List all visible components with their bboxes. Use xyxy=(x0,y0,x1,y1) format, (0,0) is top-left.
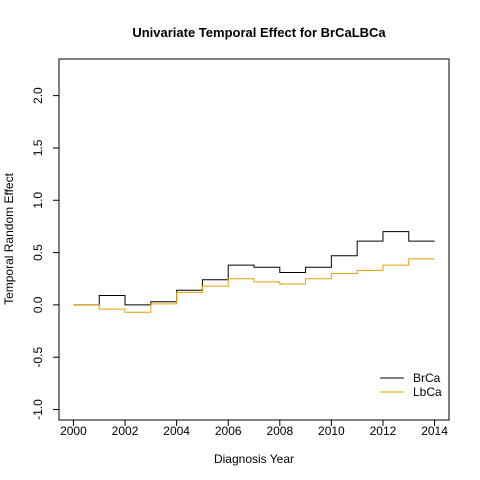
x-tick-label: 2012 xyxy=(370,424,397,438)
x-tick-label: 2006 xyxy=(215,424,242,438)
x-tick-label: 2008 xyxy=(266,424,293,438)
plot-frame xyxy=(58,58,450,421)
y-tick-label: -0.5 xyxy=(31,347,45,368)
y-tick-label: 0.5 xyxy=(31,244,45,261)
x-tick-label: 2010 xyxy=(318,424,345,438)
y-axis: -1.0 -0.5 0.0 0.5 1.0 1.5 2.0 xyxy=(31,87,60,420)
legend-label-brca: BrCa xyxy=(413,371,441,385)
y-tick-label: -1.0 xyxy=(31,399,45,420)
x-tick-label: 2004 xyxy=(163,424,190,438)
y-tick-label: 1.5 xyxy=(31,139,45,156)
y-tick-label: 2.0 xyxy=(31,87,45,104)
x-tick-label: 2000 xyxy=(60,424,87,438)
x-axis-label: Diagnosis Year xyxy=(214,452,294,466)
chart-title: Univariate Temporal Effect for BrCaLBCa xyxy=(132,25,386,40)
legend-label-lbca: LbCa xyxy=(413,385,442,399)
series-layer xyxy=(73,231,435,313)
series-line-brca xyxy=(73,231,435,306)
x-tick-label: 2002 xyxy=(112,424,139,438)
series-line-lbca xyxy=(73,258,435,313)
y-tick-label: 0.0 xyxy=(31,296,45,313)
x-tick-label: 2014 xyxy=(421,424,448,438)
x-axis: 2000 2002 2004 2006 2008 2010 2012 2014 xyxy=(60,419,448,438)
y-tick-label: 1.0 xyxy=(31,192,45,209)
y-axis-label: Temporal Random Effect xyxy=(2,172,16,305)
